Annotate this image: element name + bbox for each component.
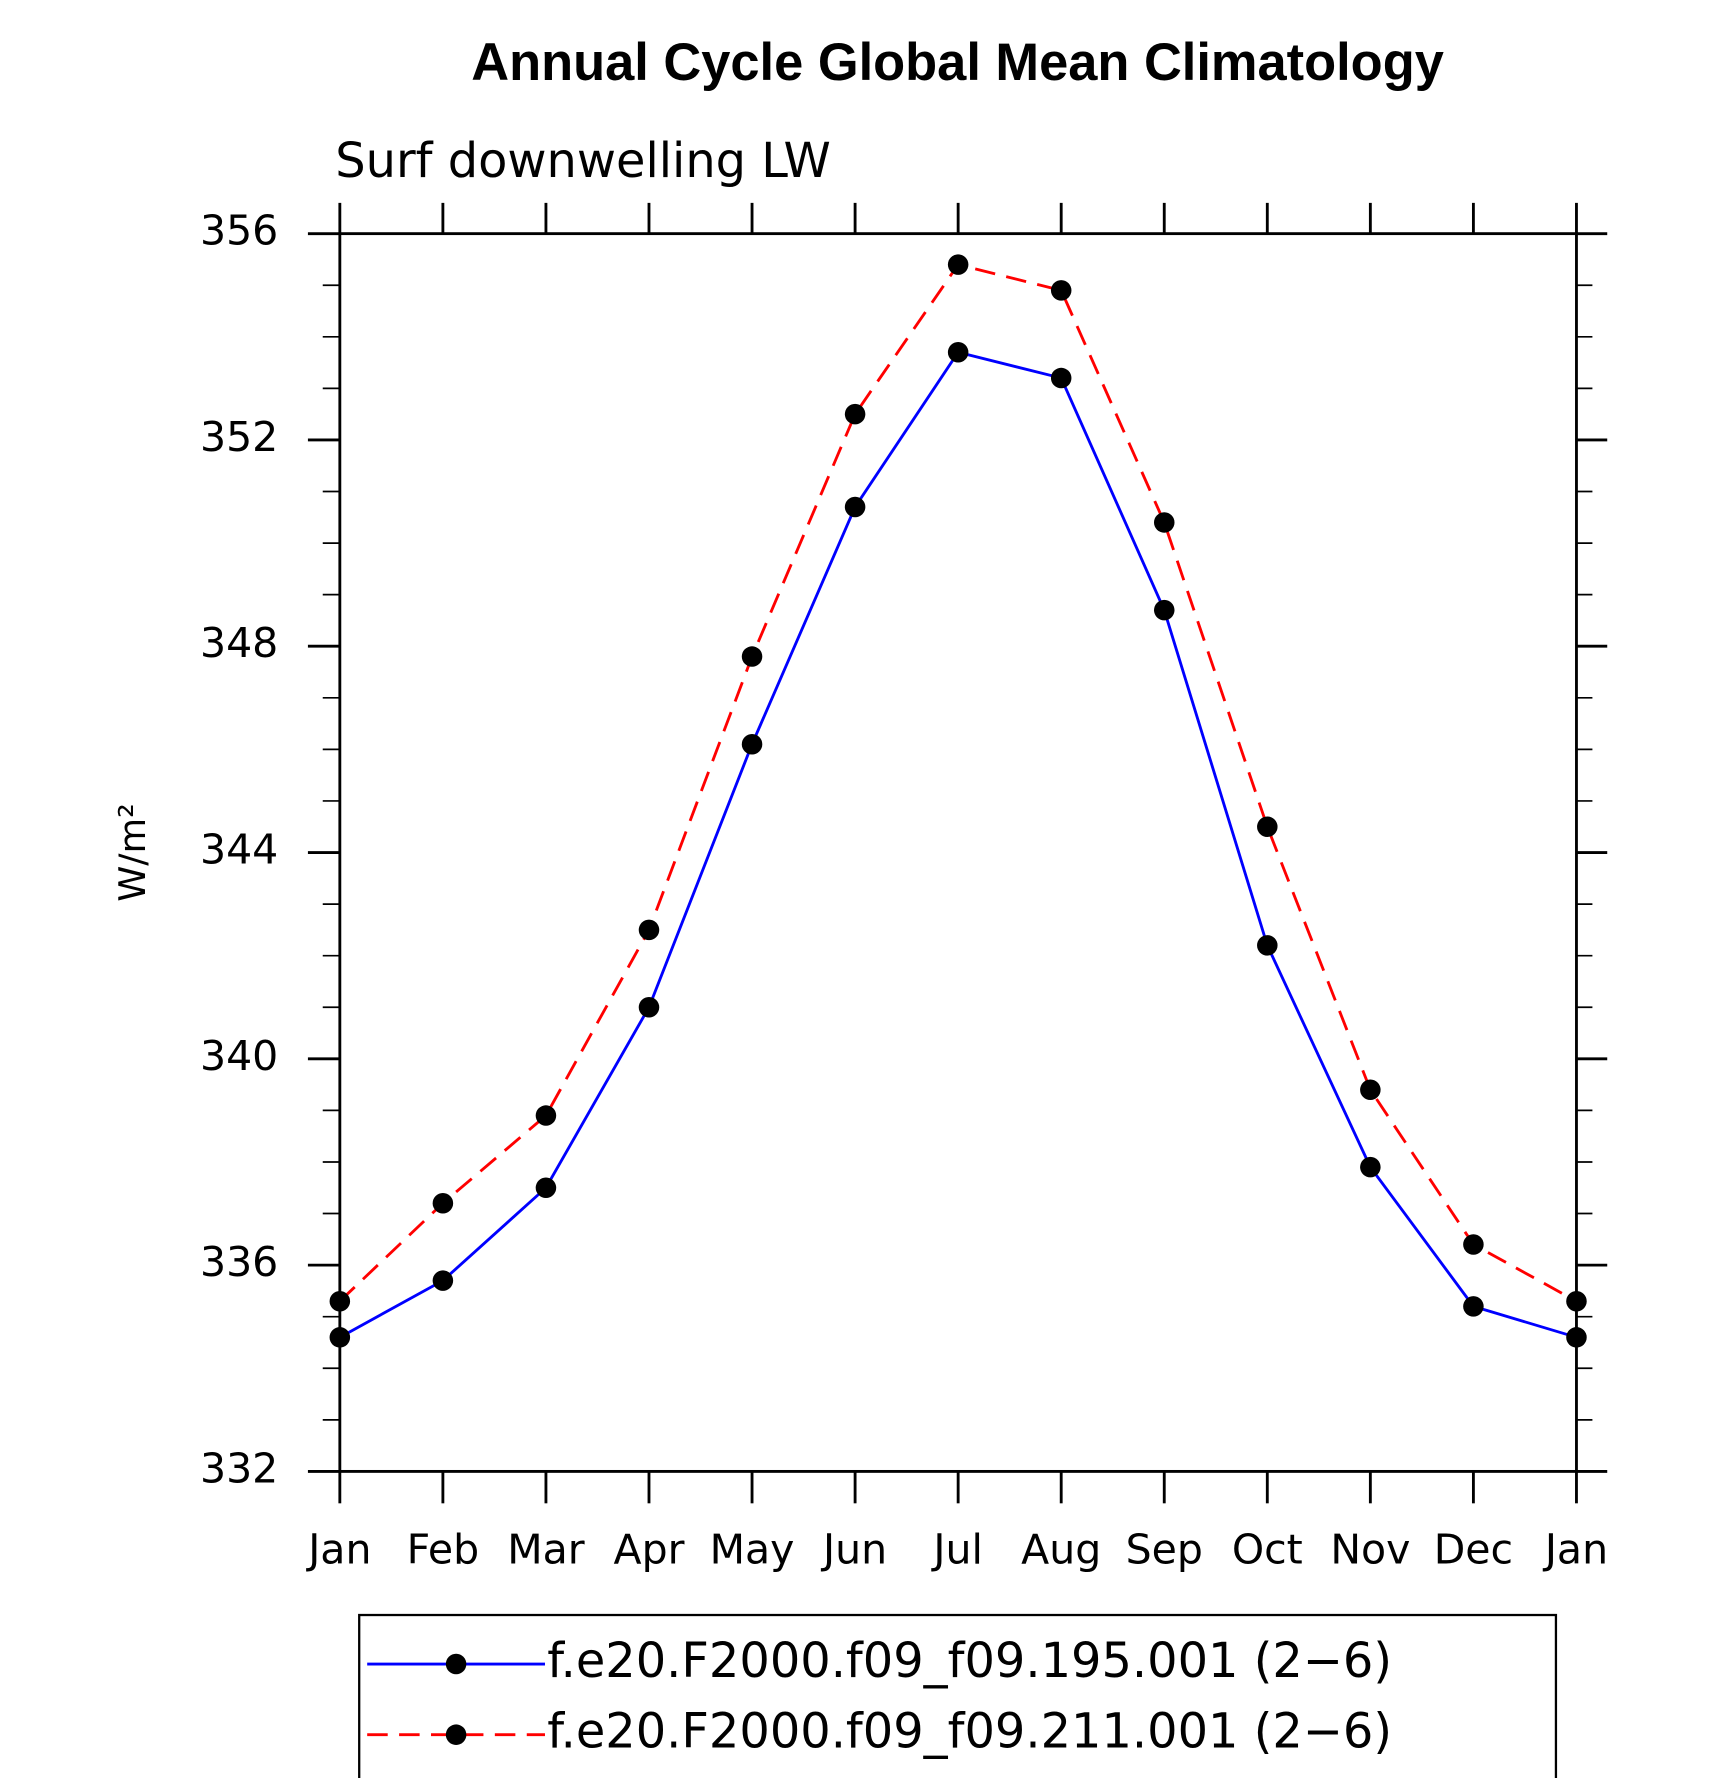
data-point xyxy=(638,919,660,941)
x-tick-label: Aug xyxy=(1021,1525,1101,1573)
data-point xyxy=(535,1177,557,1199)
series-line xyxy=(338,262,1578,1303)
x-tick-label: Mar xyxy=(507,1525,585,1573)
x-tick-label: Nov xyxy=(1330,1525,1410,1573)
x-tick-label: Oct xyxy=(1232,1525,1303,1573)
y-tick-label: 348 xyxy=(200,619,278,667)
data-point xyxy=(947,342,969,363)
data-point xyxy=(1360,1156,1381,1178)
data-point xyxy=(1566,1327,1587,1348)
x-tick-label: Sep xyxy=(1126,1525,1203,1573)
data-point xyxy=(1463,1234,1484,1255)
x-tick-label: Jul xyxy=(930,1525,983,1573)
y-axis-label: W/m² xyxy=(111,803,154,902)
data-point xyxy=(1257,816,1278,837)
data-point xyxy=(1566,1290,1587,1312)
x-tick-label: Jan xyxy=(305,1525,371,1573)
data-point xyxy=(329,1327,351,1348)
data-point xyxy=(947,254,969,275)
legend-label: f.e20.F2000.f09_f09.195.001 (2−6) xyxy=(547,1634,1392,1689)
data-point xyxy=(535,1105,557,1126)
legend-marker xyxy=(445,1653,467,1675)
data-point xyxy=(1153,512,1175,533)
data-point xyxy=(638,996,660,1018)
legend-marker xyxy=(445,1724,467,1745)
data-point xyxy=(1050,367,1072,389)
y-tick-label: 344 xyxy=(200,826,278,874)
data-point xyxy=(329,1290,351,1312)
data-point xyxy=(1153,599,1175,621)
data-point xyxy=(432,1270,454,1291)
data-point xyxy=(1050,280,1072,301)
x-tick-label: Jan xyxy=(1542,1525,1608,1573)
data-point xyxy=(1257,935,1278,956)
x-tick-label: Jun xyxy=(820,1525,887,1573)
chart-title: Annual Cycle Global Mean Climatology xyxy=(471,34,1444,92)
data-point xyxy=(1360,1079,1381,1101)
y-tick-label: 356 xyxy=(200,207,278,255)
data-point xyxy=(741,646,763,667)
y-tick-label: 340 xyxy=(200,1032,278,1080)
series-line xyxy=(339,350,1577,1339)
data-point xyxy=(432,1192,454,1214)
x-tick-label: Apr xyxy=(614,1525,685,1573)
chart-subtitle: Surf downwelling LW xyxy=(335,134,831,189)
data-point xyxy=(1463,1296,1484,1317)
x-tick-label: May xyxy=(710,1525,795,1573)
legend-label: f.e20.F2000.f09_f09.211.001 (2−6) xyxy=(547,1705,1392,1760)
y-tick-label: 352 xyxy=(200,413,278,461)
plot-frame xyxy=(338,232,1578,1473)
x-tick-label: Feb xyxy=(407,1525,480,1573)
x-tick-label: Dec xyxy=(1434,1525,1513,1573)
legend-box xyxy=(358,1613,1558,1778)
y-tick-label: 332 xyxy=(200,1444,278,1492)
y-tick-label: 336 xyxy=(200,1238,278,1286)
data-point xyxy=(741,733,763,755)
data-point xyxy=(844,403,866,425)
data-point xyxy=(844,496,866,518)
